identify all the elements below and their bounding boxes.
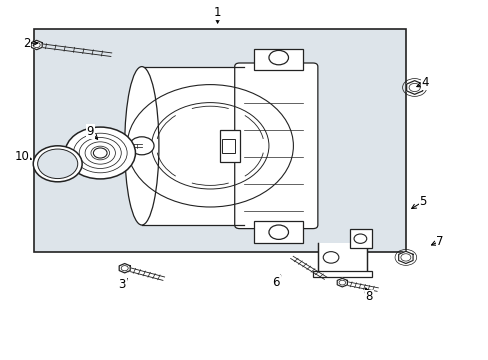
Text: 6: 6 bbox=[272, 276, 280, 289]
Circle shape bbox=[129, 137, 154, 155]
Text: 1: 1 bbox=[213, 6, 221, 19]
Polygon shape bbox=[337, 278, 346, 287]
Polygon shape bbox=[31, 40, 42, 50]
Bar bbox=[254, 221, 303, 243]
Bar bbox=[312, 271, 371, 277]
Bar bbox=[254, 49, 303, 70]
Circle shape bbox=[93, 148, 107, 158]
Text: 5: 5 bbox=[418, 195, 426, 208]
Polygon shape bbox=[119, 264, 130, 273]
Bar bbox=[142, 67, 244, 225]
Circle shape bbox=[38, 149, 78, 179]
Ellipse shape bbox=[124, 67, 159, 225]
Bar bbox=[349, 229, 371, 248]
Polygon shape bbox=[398, 251, 412, 264]
Text: 4: 4 bbox=[421, 76, 428, 89]
Text: 10: 10 bbox=[15, 150, 29, 163]
Text: 3: 3 bbox=[118, 278, 126, 291]
Text: 7: 7 bbox=[435, 235, 443, 248]
Ellipse shape bbox=[65, 127, 135, 179]
FancyBboxPatch shape bbox=[234, 63, 317, 229]
Bar bbox=[222, 139, 234, 153]
Bar bbox=[317, 243, 366, 272]
Polygon shape bbox=[406, 81, 422, 94]
Text: 2: 2 bbox=[23, 37, 31, 50]
Bar bbox=[220, 130, 239, 162]
Text: 8: 8 bbox=[365, 291, 372, 303]
Text: 9: 9 bbox=[86, 125, 94, 138]
Circle shape bbox=[33, 146, 82, 182]
Bar bbox=[34, 29, 405, 252]
